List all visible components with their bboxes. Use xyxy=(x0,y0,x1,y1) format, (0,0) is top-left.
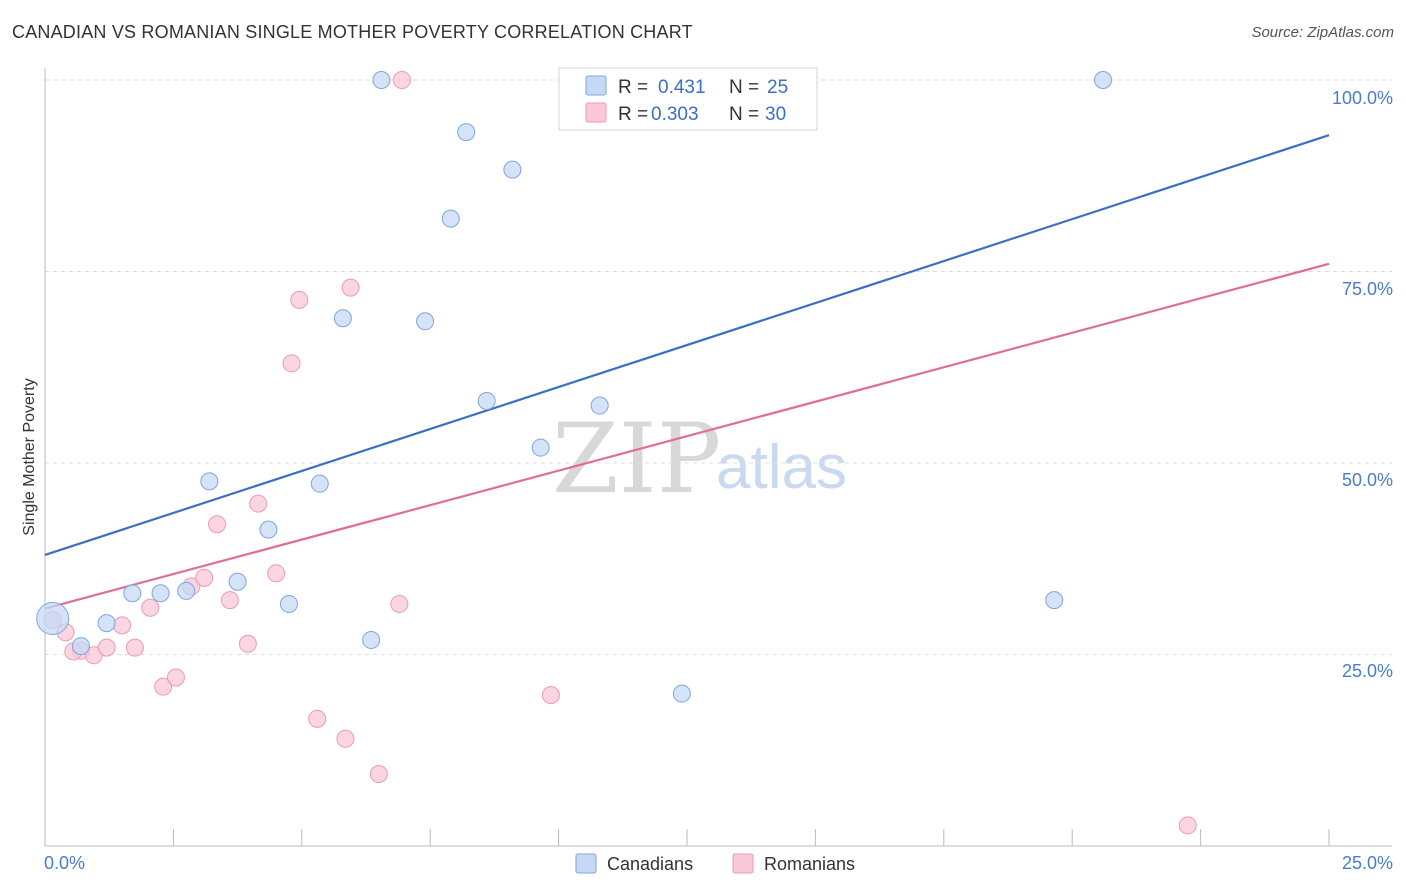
series-legend: Canadians Romanians xyxy=(575,853,855,874)
legend-n-value-romanians: 30 xyxy=(765,104,786,125)
trend-lines xyxy=(44,134,1330,610)
point-canadians-3 xyxy=(123,584,142,603)
legend-n-value-canadians: 25 xyxy=(767,77,788,98)
chart-title: CANADIAN VS ROMANIAN SINGLE MOTHER POVER… xyxy=(12,22,693,42)
legend-swatch-romanians xyxy=(585,102,607,123)
y-axis-title: Single Mother Poverty xyxy=(21,378,38,535)
y-tick-label-25: 25.0% xyxy=(1342,661,1393,681)
point-romanians-5 xyxy=(113,616,132,635)
y-tick-label-75: 75.0% xyxy=(1342,279,1393,299)
watermark-zip: ZIP xyxy=(552,403,721,515)
y-tick-label-100: 100.0% xyxy=(1332,88,1393,108)
point-canadians-21 xyxy=(590,396,609,415)
point-romanians-6 xyxy=(125,638,144,657)
point-canadians-4 xyxy=(151,584,170,603)
point-canadians-10 xyxy=(310,474,329,493)
point-canadians-2 xyxy=(97,614,116,633)
trend-line-canadians xyxy=(44,134,1330,556)
point-canadians-18 xyxy=(503,160,522,179)
point-canadians-13 xyxy=(372,71,391,89)
data-points xyxy=(36,71,1197,835)
stats-legend: R = 0.431 N = 25 R = 0.303 N = 30 xyxy=(558,67,818,131)
source-credit: Source: ZipAtlas.com xyxy=(1251,24,1394,41)
point-romanians-24 xyxy=(392,71,411,89)
point-canadians-11 xyxy=(333,309,352,328)
watermark-atlas: atlas xyxy=(716,433,847,502)
point-romanians-23 xyxy=(390,594,409,613)
y-tick-label-50: 50.0% xyxy=(1342,470,1393,490)
point-canadians-15 xyxy=(441,209,460,228)
point-romanians-11 xyxy=(195,568,214,587)
point-romanians-21 xyxy=(341,278,360,297)
legend-r-label-romanians: R = xyxy=(618,104,648,125)
point-canadians-7 xyxy=(228,572,247,591)
point-canadians-1 xyxy=(71,637,90,656)
legend-r-value-romanians: 0.303 xyxy=(651,104,699,125)
point-canadians-5 xyxy=(177,581,196,600)
point-romanians-15 xyxy=(249,494,268,513)
point-canadians-6 xyxy=(200,472,219,491)
y-tick-labels: 100.0% 75.0% 50.0% 25.0% xyxy=(1332,88,1393,681)
point-canadians-12 xyxy=(362,630,381,649)
legend-r-label-canadians: R = xyxy=(618,77,648,98)
gridlines xyxy=(45,79,1392,655)
series-legend-swatch-romanians xyxy=(732,853,754,874)
point-romanians-17 xyxy=(282,354,301,373)
point-canadians-9 xyxy=(279,594,298,613)
point-romanians-12 xyxy=(208,515,227,534)
point-romanians-25 xyxy=(541,686,560,705)
point-canadians-24 xyxy=(1094,71,1113,89)
point-canadians-14 xyxy=(416,312,435,331)
series-legend-label-canadians: Canadians xyxy=(607,854,693,874)
point-romanians-8 xyxy=(154,677,173,696)
series-legend-label-romanians: Romanians xyxy=(764,854,855,874)
point-canadians-23 xyxy=(1045,591,1064,610)
point-romanians-9 xyxy=(166,668,185,687)
legend-swatch-canadians xyxy=(585,75,607,96)
x-tick-label-min: 0.0% xyxy=(44,853,85,873)
x-tick-label-max: 25.0% xyxy=(1342,853,1393,873)
trend-line-romanians xyxy=(44,262,1330,610)
point-canadians-19 xyxy=(531,438,550,457)
point-romanians-19 xyxy=(308,709,327,728)
point-romanians-18 xyxy=(290,290,309,309)
point-canadians-17 xyxy=(477,391,496,410)
point-canadians-22 xyxy=(672,684,691,703)
point-canadians-0 xyxy=(36,601,70,635)
point-romanians-14 xyxy=(238,634,257,653)
series-legend-swatch-canadians xyxy=(575,853,597,874)
legend-r-value-canadians: 0.431 xyxy=(658,77,706,98)
point-canadians-8 xyxy=(259,520,278,539)
point-romanians-4 xyxy=(97,638,116,657)
legend-n-label-romanians: N = xyxy=(729,104,759,125)
point-romanians-20 xyxy=(336,729,355,748)
point-canadians-16 xyxy=(457,123,476,142)
point-romanians-28 xyxy=(1178,816,1197,835)
x-axis-ticks xyxy=(172,829,1330,846)
legend-n-label-canadians: N = xyxy=(729,77,759,98)
point-romanians-16 xyxy=(267,564,286,583)
point-romanians-22 xyxy=(369,764,388,783)
point-romanians-13 xyxy=(220,591,239,610)
point-romanians-7 xyxy=(141,598,160,617)
